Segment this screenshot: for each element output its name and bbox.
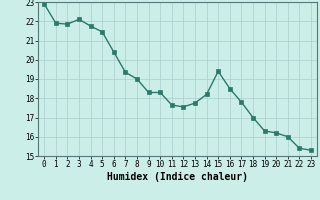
X-axis label: Humidex (Indice chaleur): Humidex (Indice chaleur) — [107, 172, 248, 182]
